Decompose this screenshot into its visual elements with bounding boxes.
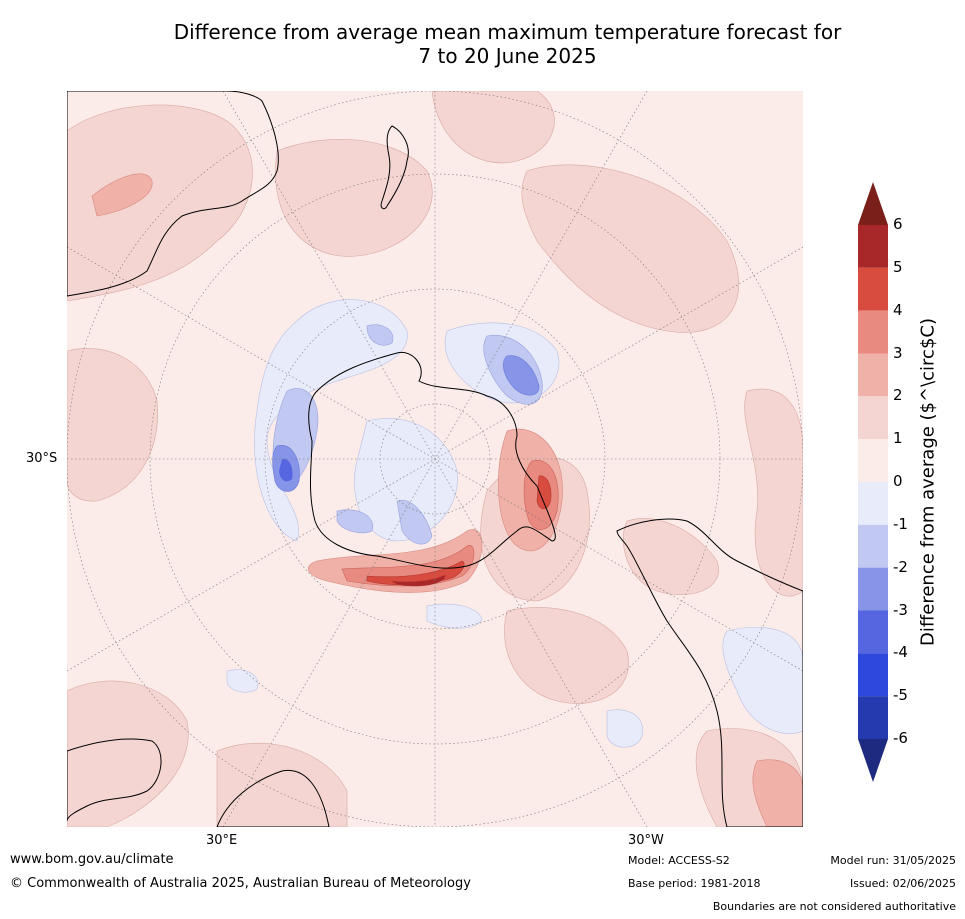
footer-disclaimer: Boundaries are not considered authoritat… (712, 900, 956, 913)
footer-model-run: Model run: 31/05/2025 (830, 854, 956, 867)
colorbar-tick-label: 6 (893, 215, 903, 233)
colorbar-svg (858, 182, 888, 782)
cool-anomaly-3-4 (279, 458, 293, 482)
latitude-label-30s: 30°S (26, 451, 58, 466)
footer-copyright: © Commonwealth of Australia 2025, Austra… (10, 876, 471, 891)
polar-map (67, 91, 803, 827)
colorbar-tick-label: 0 (893, 472, 903, 490)
colorbar-segment (858, 482, 888, 525)
colorbar-bottom-arrow (858, 739, 888, 782)
graticule (67, 91, 803, 827)
warm-anomaly-5-6 (392, 575, 446, 587)
colorbar (858, 182, 888, 782)
colorbar-tick-label: 2 (893, 386, 903, 405)
colorbar-tick-label: -4 (893, 643, 908, 662)
colorbar-segment (858, 396, 888, 440)
title-line-1: Difference from average mean maximum tem… (173, 20, 842, 44)
map-title: Difference from average mean maximum tem… (0, 20, 965, 68)
colorbar-segment (858, 267, 888, 311)
colorbar-tick-label: 1 (893, 429, 903, 448)
longitude-label-30w: 30°W (628, 833, 664, 848)
footer-base-period: Base period: 1981-2018 (628, 877, 761, 890)
colorbar-segment (858, 439, 888, 482)
colorbar-segment (858, 524, 888, 568)
colorbar-title: Difference from average ($^\circ$C) (917, 318, 939, 646)
colorbar-tick-label: -2 (893, 557, 908, 576)
colorbar-segment (858, 610, 888, 654)
footer-website: www.bom.gov.au/climate (10, 852, 174, 867)
colorbar-segment (858, 653, 888, 697)
coastlines (67, 91, 803, 827)
colorbar-segment (858, 310, 888, 354)
colorbar-segment (858, 696, 888, 739)
colorbar-segment (858, 567, 888, 611)
colorbar-tick-label: -1 (893, 514, 908, 533)
colorbar-tick-label: -6 (893, 729, 908, 747)
colorbar-tick-label: 3 (893, 343, 903, 362)
colorbar-segment (858, 225, 888, 268)
colorbar-tick-label: -5 (893, 686, 908, 705)
longitude-label-30e: 30°E (206, 833, 238, 848)
map-svg (67, 91, 803, 827)
colorbar-segment (858, 353, 888, 397)
footer-issued: Issued: 02/06/2025 (849, 877, 956, 890)
title-line-2: 7 to 20 June 2025 (418, 44, 597, 68)
colorbar-tick-label: 4 (893, 300, 903, 319)
footer-model: Model: ACCESS-S2 (628, 854, 730, 867)
colorbar-tick-label: 5 (893, 257, 903, 276)
colorbar-tick-label: -3 (893, 600, 908, 619)
colorbar-top-arrow (858, 182, 888, 225)
